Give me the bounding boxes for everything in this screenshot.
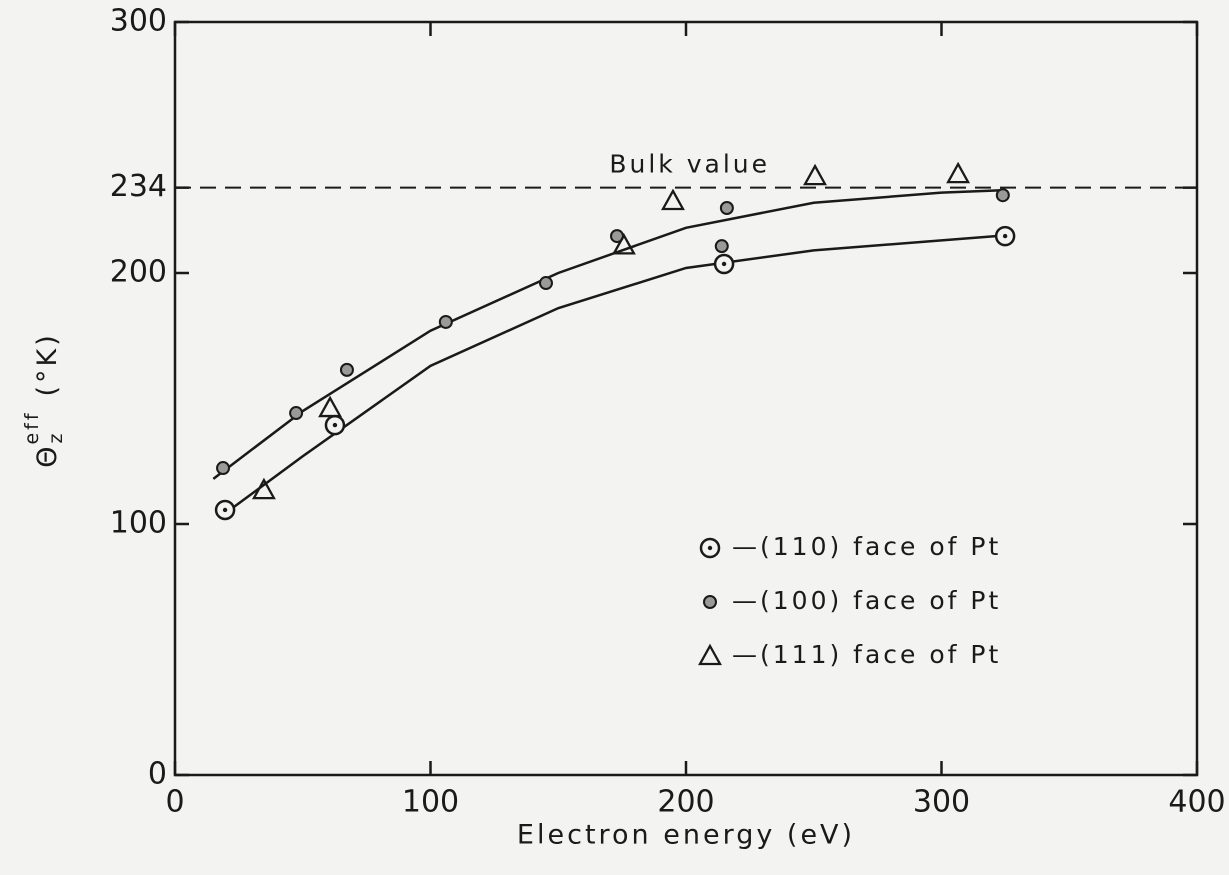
y-tick-label: 200: [110, 255, 167, 290]
y-tick-label: 234: [110, 169, 167, 204]
y-tick-label: 100: [110, 506, 167, 541]
marker-111: [251, 477, 276, 500]
marker-dot: [707, 545, 713, 551]
y-symbol: Θ: [32, 444, 63, 468]
legend-label: —(100) face of Pt: [732, 586, 1001, 615]
y-tick-label: 300: [110, 4, 167, 39]
marker-dot: [222, 507, 228, 513]
marker-100: [995, 188, 1010, 203]
marker-100: [339, 362, 354, 377]
x-tick-label: 300: [913, 785, 970, 820]
marker-dot: [332, 422, 338, 428]
legend-label: —(111) face of Pt: [732, 640, 1001, 669]
y-sub: z: [45, 431, 67, 444]
x-axis-label: Electron energy (eV): [517, 820, 855, 851]
marker-111: [661, 188, 685, 211]
marker-100: [289, 406, 304, 421]
marker-100: [703, 595, 717, 609]
marker-111: [803, 163, 827, 186]
marker-111: [318, 395, 343, 418]
y-sup: eff: [21, 410, 43, 444]
legend-label: —(110) face of Pt: [732, 532, 1001, 561]
marker-100: [216, 461, 231, 476]
marker-111: [611, 233, 636, 255]
marker-100: [538, 276, 553, 291]
marker-111: [698, 643, 722, 666]
marker-110: [214, 499, 236, 521]
x-tick-label: 200: [657, 785, 714, 820]
reference-label: Bulk value: [609, 150, 770, 179]
marker-111: [946, 161, 971, 184]
fit-curve: [212, 188, 1006, 480]
x-tick-label: 100: [402, 785, 459, 820]
marker-110: [994, 225, 1016, 247]
x-tick-label: 0: [165, 785, 184, 820]
marker-dot: [1002, 233, 1008, 239]
y-axis-label: Θzeff (°K): [21, 332, 67, 468]
marker-dot: [721, 261, 727, 267]
marker-100: [719, 200, 734, 215]
x-tick-label: 400: [1168, 785, 1225, 820]
marker-100: [714, 239, 729, 254]
marker-110: [324, 414, 346, 436]
y-unit: (°K): [32, 332, 63, 396]
marker-110: [699, 537, 721, 559]
y-tick-label: 0: [148, 757, 167, 792]
marker-110: [713, 253, 735, 275]
marker-100: [438, 314, 453, 329]
fit-curve: [220, 234, 1006, 518]
